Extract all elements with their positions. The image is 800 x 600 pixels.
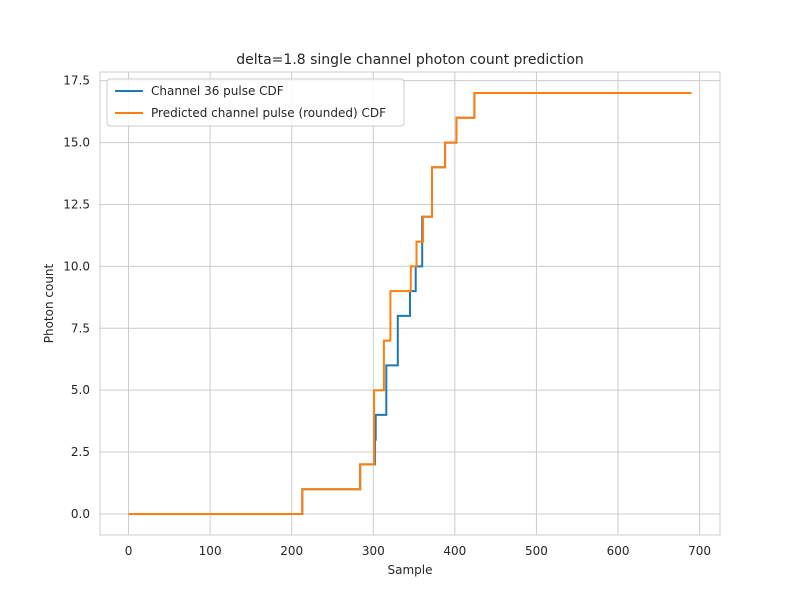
y-tick-label: 17.5: [63, 74, 90, 88]
y-tick-label: 10.0: [63, 259, 90, 273]
y-tick-label: 12.5: [63, 197, 90, 211]
plot-frame: [99, 71, 721, 536]
x-tick-label: 200: [280, 544, 303, 558]
x-tick-label: 0: [125, 544, 133, 558]
x-tick-label: 400: [443, 544, 466, 558]
y-axis-label: Photon count: [42, 263, 56, 343]
x-tick-label: 600: [607, 544, 630, 558]
x-tick-label: 300: [362, 544, 385, 558]
y-tick-label: 2.5: [71, 445, 90, 459]
series-group: [128, 92, 692, 515]
y-tick-label: 7.5: [71, 321, 90, 335]
y-tick-label: 5.0: [71, 383, 90, 397]
y-tick-label: 15.0: [63, 136, 90, 150]
y-tick-label: 0.0: [71, 507, 90, 521]
series-line-1: [128, 92, 692, 515]
x-tick-label: 500: [525, 544, 548, 558]
legend: Channel 36 pulse CDF Predicted channel p…: [106, 78, 405, 127]
y-ticks: 0.0 2.5 5.0 7.5 10.0 12.5 15.0 17.5: [63, 74, 90, 521]
x-ticks: 0 100 200 300 400 500 600 700: [125, 544, 711, 558]
chart-title: delta=1.8 single channel photon count pr…: [236, 52, 584, 68]
legend-box: [106, 78, 405, 127]
x-tick-label: 100: [199, 544, 222, 558]
legend-label-predicted: Predicted channel pulse (rounded) CDF: [151, 106, 386, 120]
x-tick-label: 700: [688, 544, 711, 558]
series-line-0: [128, 92, 692, 515]
x-axis-label: Sample: [388, 563, 433, 577]
legend-label-channel-36: Channel 36 pulse CDF: [151, 84, 284, 98]
